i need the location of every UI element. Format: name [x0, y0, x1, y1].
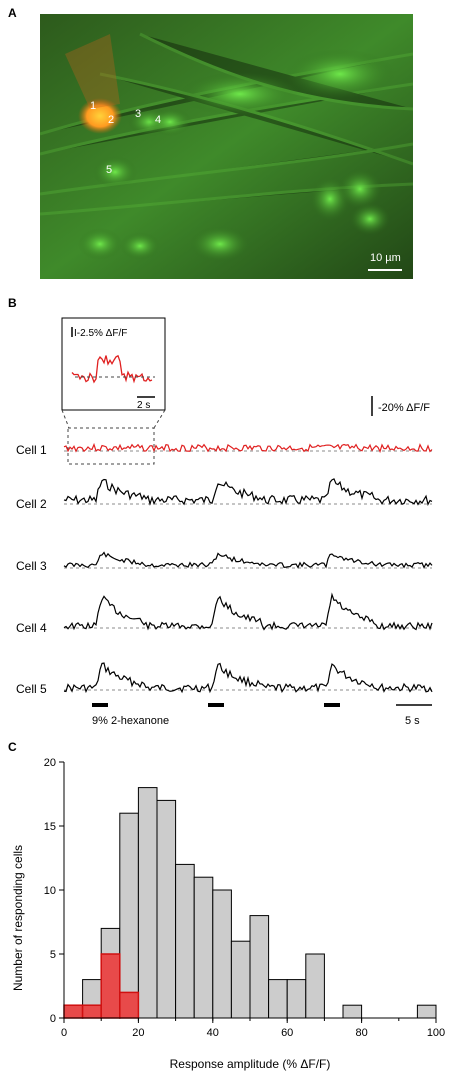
x-tick-label: 0	[61, 1027, 67, 1039]
gray-bar	[305, 953, 325, 1019]
trace-cell-4	[63, 592, 433, 631]
gray-bar	[137, 787, 158, 1019]
calcium-traces: I-2.5% ΔF/F 2 s -20% ΔF/F Cell 1 Cell 2 …	[16, 317, 433, 727]
cell-number-4: 4	[155, 114, 162, 126]
cell-number-1: 1	[90, 100, 97, 112]
red-bar	[100, 953, 121, 1019]
gray-bars	[82, 787, 437, 1019]
stimulus-bar-1	[92, 703, 108, 707]
y-tick-label: 10	[44, 885, 56, 897]
y-tick-label: 15	[44, 821, 56, 833]
y-axis-label: Number of responding cells	[11, 845, 25, 991]
inset-trace	[71, 354, 153, 384]
cell-number-3: 3	[135, 108, 142, 120]
x-tick-label: 100	[427, 1027, 445, 1039]
gray-bar	[156, 799, 177, 1019]
cell-2-label: Cell 2	[16, 497, 47, 511]
panel-c-letter: C	[8, 740, 17, 754]
red-bars	[63, 953, 140, 1019]
stimulus-label: 9% 2-hexanone	[92, 715, 169, 727]
scalebar	[368, 269, 402, 271]
trace-cell-1	[63, 442, 433, 454]
histogram-axes: 0 20 40 60 80 100 0 5 10 15 20	[44, 757, 445, 1039]
gray-bar	[175, 863, 195, 1019]
trace-cell-5	[63, 662, 433, 694]
gray-bar	[416, 1004, 437, 1019]
inset-time-label: 2 s	[137, 400, 150, 411]
micrograph-image	[40, 14, 413, 279]
fluorescence-micrograph: 1 2 3 4 5 10 µm	[40, 14, 413, 279]
cell-3-label: Cell 3	[16, 559, 47, 573]
panel-b-letter: B	[8, 296, 17, 310]
y-tick-label: 5	[50, 949, 56, 961]
gray-bar	[268, 979, 288, 1019]
x-axis-label: Response amplitude (% ΔF/F)	[170, 1057, 331, 1071]
x-tick-label: 60	[281, 1027, 293, 1039]
panel-a-letter: A	[8, 6, 17, 20]
stimulus-bar-3	[324, 703, 340, 707]
gray-bar	[230, 940, 251, 1019]
vertical-scale-label: -20% ΔF/F	[378, 402, 430, 414]
gray-bar	[286, 979, 307, 1019]
x-tick-label: 40	[207, 1027, 219, 1039]
gray-bar	[342, 1004, 363, 1019]
red-bar	[81, 1004, 102, 1019]
gray-bar	[212, 889, 232, 1019]
histogram: 0 20 40 60 80 100 0 5 10 15 20 Response amplitude …	[11, 757, 445, 1071]
cell-5-label: Cell 5	[16, 682, 47, 696]
cell-number-5: 5	[106, 164, 113, 176]
trace-cell-2	[63, 478, 433, 506]
time-scale-label: 5 s	[405, 715, 420, 727]
cell-1-label: Cell 1	[16, 443, 47, 457]
stimulus-bar-2	[208, 703, 224, 707]
x-tick-label: 80	[355, 1027, 367, 1039]
y-tick-label: 20	[44, 757, 56, 769]
gray-bar	[193, 876, 214, 1019]
gray-bar	[249, 915, 270, 1019]
cell-4-label: Cell 4	[16, 621, 47, 635]
inset-box	[61, 317, 166, 411]
trace-cell-3	[63, 551, 433, 569]
red-bar	[119, 991, 140, 1019]
gray-bar	[119, 812, 139, 1019]
scalebar-label: 10 µm	[370, 252, 401, 264]
inset-scale-label: I-2.5% ΔF/F	[74, 328, 127, 339]
cell-number-2: 2	[108, 114, 115, 126]
y-tick-label: 0	[50, 1013, 56, 1025]
x-tick-label: 20	[132, 1027, 144, 1039]
red-bar	[63, 1004, 84, 1019]
